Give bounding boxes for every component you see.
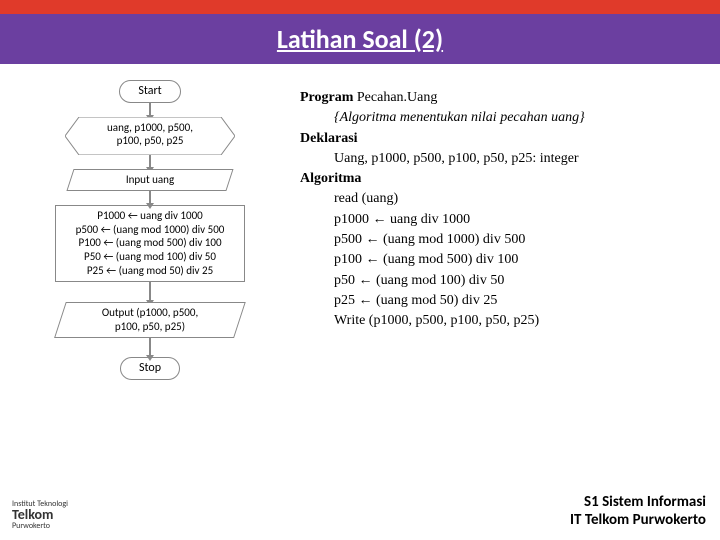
decl-line: Uang, p1000, p500, p100, p50, p25: integ… [300, 149, 585, 169]
flow-output: Output (p1000, p500, p100, p50, p25) [54, 302, 246, 338]
alg-line: read (uang) [300, 189, 585, 209]
flow-stop-label: Stop [139, 361, 161, 375]
flow-start-label: Start [138, 84, 161, 98]
flow-output-l1: Output (p1000, p500, [67, 306, 233, 320]
alg-line: Write (p1000, p500, p100, p50, p25) [300, 311, 585, 331]
flow-arrow [149, 282, 151, 302]
alg-line: p100 ← (uang mod 500) div 100 [300, 250, 585, 270]
flow-input-label: Input uang [77, 173, 223, 187]
content-area: Start uang, p1000, p500, p100, p50, p25 … [0, 70, 720, 540]
footer-left-logo: Institut Teknologi Telkom Purwokerto [12, 500, 68, 530]
footer-right: S1 Sistem Informasi IT Telkom Purwokerto [570, 493, 706, 531]
program-name: Pecahan.Uang [357, 90, 437, 105]
alg-line: p50 ← (uang mod 100) div 50 [300, 271, 585, 291]
slide-title: Latihan Soal (2) [277, 23, 443, 55]
flow-proc-l3: P100 ← (uang mod 500) div 100 [62, 236, 238, 250]
flow-arrow [149, 155, 151, 169]
flow-declare-l1: uang, p1000, p500, [83, 121, 217, 134]
flow-declare: uang, p1000, p500, p100, p50, p25 [65, 117, 235, 155]
flow-arrow [149, 337, 151, 357]
alg-line: p25 ← (uang mod 50) div 25 [300, 291, 585, 311]
top-accent-bar [0, 0, 720, 14]
flow-proc-l4: P50 ← (uang mod 100) div 50 [62, 250, 238, 264]
flow-declare-l2: p100, p50, p25 [83, 134, 217, 147]
footer-right-l2: IT Telkom Purwokerto [570, 511, 706, 530]
flow-proc-l2: p500 ← (uang mod 1000) div 500 [62, 223, 238, 237]
kw-deklarasi: Deklarasi [300, 129, 585, 149]
footer-right-l1: S1 Sistem Informasi [570, 493, 706, 512]
kw-algoritma: Algoritma [300, 169, 585, 189]
alg-line: p1000 ← uang div 1000 [300, 210, 585, 230]
flow-output-l2: p100, p50, p25) [67, 319, 233, 333]
pseudo-comment: {Algoritma menentukan nilai pecahan uang… [300, 108, 585, 128]
flow-proc-l5: P25 ← (uang mod 50) div 25 [62, 264, 238, 278]
flowchart: Start uang, p1000, p500, p100, p50, p25 … [40, 80, 260, 380]
alg-line: p500 ← (uang mod 1000) div 500 [300, 230, 585, 250]
footer-left-l2: Telkom [12, 508, 68, 522]
flow-arrow [149, 191, 151, 205]
flow-input: Input uang [66, 169, 233, 191]
flow-arrow [149, 103, 151, 117]
flow-process: P1000 ← uang div 1000 p500 ← (uang mod 1… [55, 205, 245, 282]
flow-proc-l1: P1000 ← uang div 1000 [62, 209, 238, 223]
kw-program: Program [300, 90, 353, 105]
footer-left-l3: Purwokerto [12, 522, 68, 530]
pseudocode-block: Program Pecahan.Uang {Algoritma menentuk… [300, 88, 585, 332]
title-bar: Latihan Soal (2) [0, 14, 720, 64]
flow-start: Start [119, 80, 180, 103]
